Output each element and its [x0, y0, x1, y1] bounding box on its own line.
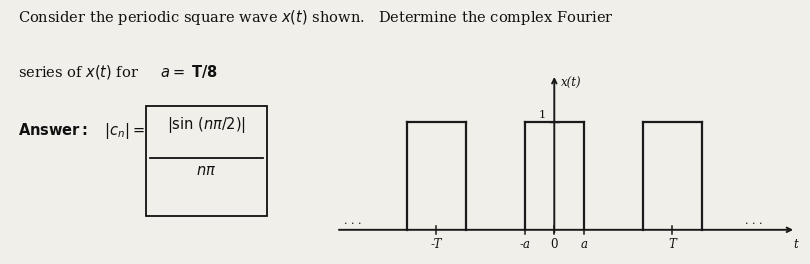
- Text: series of $x(t)$ for     $a =$ $\mathbf{T/8}$: series of $x(t)$ for $a =$ $\mathbf{T/8}…: [18, 63, 218, 81]
- Text: $n\pi$: $n\pi$: [196, 164, 217, 178]
- Text: $\mathbf{Answer:}$   $|c_n| =$: $\mathbf{Answer:}$ $|c_n| =$: [18, 121, 145, 142]
- Text: 0: 0: [551, 238, 558, 251]
- Text: T: T: [668, 238, 676, 251]
- Text: . . .: . . .: [344, 215, 362, 225]
- Text: -T: -T: [431, 238, 442, 251]
- Text: -a: -a: [519, 238, 531, 251]
- Text: 1: 1: [539, 110, 546, 120]
- Text: $|\sin\,(n\pi/2)|$: $|\sin\,(n\pi/2)|$: [167, 115, 246, 135]
- Text: . . .: . . .: [745, 215, 763, 225]
- Text: a: a: [580, 238, 587, 251]
- Text: x(t): x(t): [561, 77, 582, 90]
- Text: Consider the periodic square wave $x(t)$ shown.   Determine the complex Fourier: Consider the periodic square wave $x(t)$…: [18, 8, 614, 27]
- Text: t: t: [794, 238, 799, 251]
